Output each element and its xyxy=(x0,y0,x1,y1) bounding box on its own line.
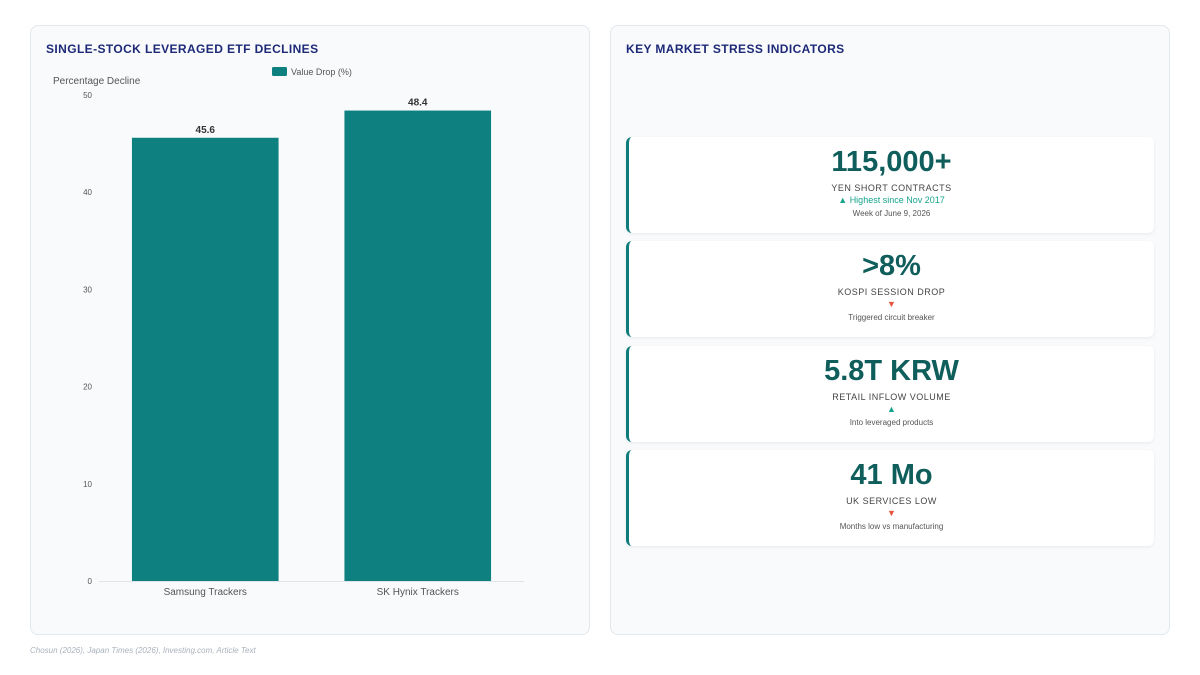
indicator-label: RETAIL INFLOW VOLUME xyxy=(832,392,951,402)
indicator-card: >8% KOSPI SESSION DROP ▼ Triggered circu… xyxy=(626,241,1154,337)
trend-down-icon: ▼ xyxy=(887,299,896,309)
indicator-value: 41 Mo xyxy=(850,459,933,491)
indicator-card: 41 Mo UK SERVICES LOW ▼ Months low vs ma… xyxy=(626,450,1154,546)
indicator-value: 5.8T KRW xyxy=(824,355,959,387)
data-label: 45.6 xyxy=(196,125,216,136)
indicator-label: KOSPI SESSION DROP xyxy=(837,287,946,297)
bar xyxy=(344,110,492,581)
y-tick-label: 30 xyxy=(83,285,92,294)
x-tick-label: SK Hynix Trackers xyxy=(377,587,459,598)
indicator-note: Months low vs manufacturing xyxy=(839,522,944,531)
trend-indicator: ▲ xyxy=(629,404,1154,414)
stress-indicators-panel: KEY MARKET STRESS INDICATORS 115,000+ YE… xyxy=(610,25,1170,635)
indicator-note: Triggered circuit breaker xyxy=(848,313,935,322)
trend-indicator: ▼ xyxy=(629,299,1154,309)
indicator-card: 5.8T KRW RETAIL INFLOW VOLUME ▲ Into lev… xyxy=(626,346,1154,442)
y-tick-label: 40 xyxy=(83,188,92,197)
indicator-value: >8% xyxy=(862,250,921,282)
panel-title: KEY MARKET STRESS INDICATORS xyxy=(626,42,845,56)
trend-indicator: ▼ xyxy=(629,508,1154,518)
trend-up-icon: ▲ xyxy=(838,195,848,205)
source-footnote: Chosun (2026), Japan Times (2026), Inves… xyxy=(30,646,256,655)
trend-up-icon: ▲ xyxy=(887,404,896,414)
y-tick-label: 20 xyxy=(83,383,92,392)
y-tick-label: 50 xyxy=(83,91,92,100)
trend-text: Highest since Nov 2017 xyxy=(849,195,945,205)
trend-indicator: ▲ Highest since Nov 2017 xyxy=(629,195,1154,205)
bar xyxy=(131,137,279,581)
indicator-label: YEN SHORT CONTRACTS xyxy=(831,183,952,193)
indicator-value: 115,000+ xyxy=(831,146,952,178)
indicator-note: Week of June 9, 2026 xyxy=(852,209,931,218)
indicator-label: UK SERVICES LOW xyxy=(846,496,937,506)
x-tick-label: Samsung Trackers xyxy=(164,587,247,598)
y-axis-title: Percentage Decline xyxy=(53,76,141,87)
legend-swatch xyxy=(272,67,287,76)
bar-chart: Percentage Decline Value Drop (%) 0 10 20 30 4… xyxy=(53,67,524,598)
indicator-note: Into leveraged products xyxy=(849,418,934,427)
legend-label: Value Drop (%) xyxy=(291,67,352,77)
etf-declines-panel: SINGLE-STOCK LEVERAGED ETF DECLINES Perc… xyxy=(30,25,590,635)
data-label: 48.4 xyxy=(408,98,428,109)
panel-title: SINGLE-STOCK LEVERAGED ETF DECLINES xyxy=(46,42,319,56)
trend-down-icon: ▼ xyxy=(887,508,896,518)
y-tick-label: 10 xyxy=(83,480,92,489)
indicator-card: 115,000+ YEN SHORT CONTRACTS ▲ Highest s… xyxy=(626,137,1154,233)
y-tick-label: 0 xyxy=(88,577,93,586)
